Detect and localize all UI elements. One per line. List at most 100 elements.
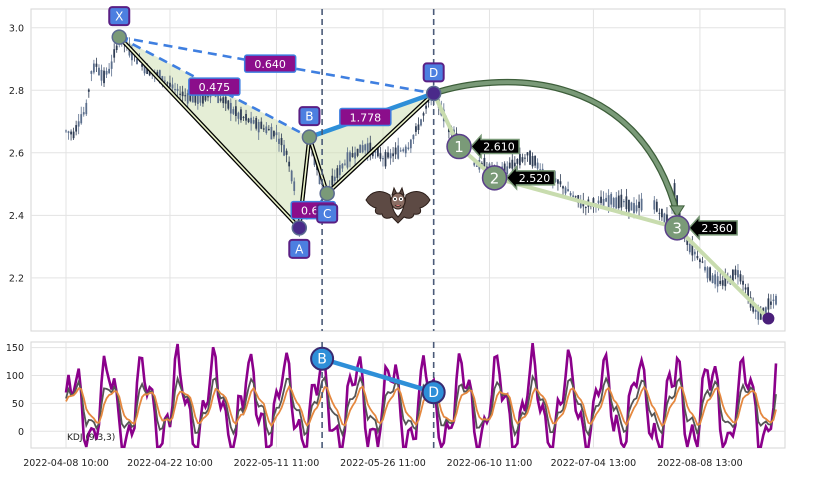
candle-body	[574, 196, 577, 198]
candle-body	[579, 200, 582, 208]
candle-body	[394, 147, 397, 155]
target-number: 1	[454, 138, 464, 156]
projection-arc	[433, 80, 680, 215]
candle-body	[278, 138, 280, 144]
candle-body	[288, 161, 291, 167]
candle-body	[704, 266, 706, 271]
candle-body	[184, 95, 187, 97]
candle-body	[209, 96, 212, 98]
candle-body	[379, 153, 382, 159]
candle-body	[103, 70, 105, 84]
ratio-label: 0.475	[188, 77, 241, 96]
candle-body	[265, 126, 268, 134]
kdj-j-line	[64, 342, 778, 448]
target-value-arrow	[688, 214, 738, 241]
candle-body	[313, 155, 316, 166]
candle-body	[754, 309, 757, 312]
candle-body	[455, 133, 458, 135]
candle-body	[229, 102, 232, 114]
candle-body	[506, 166, 509, 175]
candle-body	[171, 84, 174, 89]
candle-body	[676, 195, 679, 208]
kdj-divergence: BD	[310, 346, 446, 405]
candle-body	[359, 144, 362, 153]
candle-body	[615, 197, 618, 209]
candle-body	[605, 197, 608, 202]
x-tick-label: 2022-05-26 11:00	[340, 458, 426, 469]
candle-body	[131, 50, 133, 61]
candle-body	[744, 287, 747, 290]
candle-body	[488, 163, 491, 168]
candle-body	[521, 157, 524, 162]
ratio-label-box	[188, 77, 241, 96]
candle-body	[564, 187, 567, 194]
candle-body	[673, 183, 676, 198]
candle-body	[696, 255, 699, 259]
pattern-point-label-box	[108, 6, 131, 27]
candle-body	[772, 299, 775, 301]
candle-body	[100, 69, 103, 81]
pattern-point-label-text: A	[295, 242, 304, 256]
candle-body	[660, 208, 663, 218]
candle-body	[374, 151, 377, 153]
pattern-point-label-text: D	[429, 66, 438, 80]
divergence-point-label: D	[428, 385, 439, 401]
candle-body	[275, 132, 278, 136]
candle-body	[75, 125, 78, 132]
candle-body	[635, 205, 638, 212]
candle-body	[344, 163, 346, 165]
candle-body	[115, 45, 118, 51]
pattern-point-label: X	[108, 6, 131, 27]
target-number: 2	[490, 169, 500, 187]
candle-body	[290, 170, 293, 182]
candle-body	[242, 116, 245, 118]
candle-body	[285, 150, 288, 155]
target-marker: 2.360 3	[664, 214, 738, 241]
candle-body	[513, 162, 516, 167]
candle-body	[65, 130, 67, 132]
pattern-point-c	[319, 185, 335, 202]
candle-body	[508, 162, 511, 168]
candle-body	[156, 71, 159, 77]
pattern-point-label-text: X	[115, 10, 123, 24]
candle-body	[376, 147, 379, 157]
candle-body	[219, 98, 222, 101]
price-y-tick-label: 3.0	[9, 23, 24, 34]
candle-body	[569, 193, 572, 196]
candle-body	[273, 130, 275, 137]
candle-body	[739, 274, 742, 282]
pattern-point-d	[425, 85, 442, 102]
candle-body	[759, 311, 762, 320]
candle-body	[280, 137, 283, 146]
candle-body	[250, 117, 253, 124]
candle-body	[257, 122, 260, 133]
candle-body	[714, 274, 717, 285]
candle-body	[336, 168, 339, 178]
leg-cd	[326, 92, 435, 195]
candle-body	[366, 143, 369, 156]
x-tick-label: 2022-04-22 10:00	[127, 458, 213, 469]
target-path-segment	[675, 226, 770, 320]
candle-body	[141, 64, 143, 67]
candle-body	[283, 144, 285, 156]
candle-body	[92, 63, 95, 73]
pattern-point-label-text: C	[323, 207, 331, 221]
candle-body	[747, 287, 750, 299]
candle-body	[486, 166, 488, 168]
candle-body	[427, 101, 430, 103]
candle-body	[628, 199, 630, 212]
candle-body	[199, 95, 202, 103]
candle-body	[87, 89, 90, 92]
ratio-label: 0.640	[243, 54, 297, 73]
divergence-line	[321, 356, 435, 395]
projection-arc	[432, 78, 686, 218]
candle-body	[625, 196, 628, 210]
candle-body	[222, 97, 225, 104]
pattern-point-b	[301, 129, 318, 145]
candle-body	[354, 152, 356, 159]
candle-body	[655, 201, 658, 212]
target-marker: 2.610 1	[446, 133, 520, 160]
candle-body	[415, 126, 417, 132]
candle-body	[559, 181, 562, 185]
